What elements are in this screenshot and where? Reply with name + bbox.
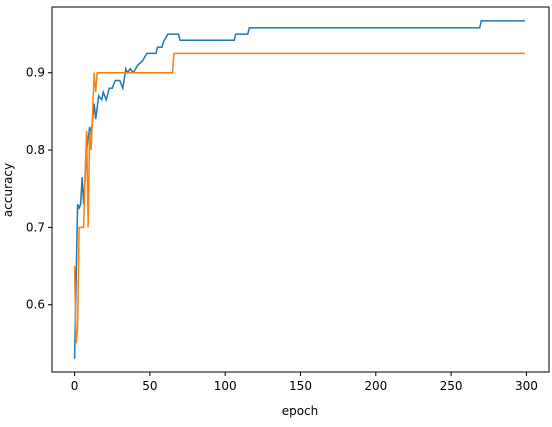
plot-frame <box>51 6 550 373</box>
y-axis-label: accuracy <box>1 163 15 217</box>
y-tick-label: 0.9 <box>26 66 45 80</box>
x-tick-label: 50 <box>142 379 157 393</box>
x-tick-label: 300 <box>515 379 538 393</box>
x-tick-label: 100 <box>214 379 237 393</box>
x-axis-label: epoch <box>282 404 319 418</box>
x-tick-label: 0 <box>71 379 79 393</box>
y-tick-label: 0.8 <box>26 143 45 157</box>
data-line <box>73 20 525 359</box>
y-tick-label: 0.7 <box>26 220 45 234</box>
x-tick-label: 250 <box>440 379 463 393</box>
x-tick-label: 200 <box>364 379 387 393</box>
y-tick-label: 0.6 <box>26 298 45 312</box>
x-tick-label: 150 <box>289 379 312 393</box>
data-line <box>73 52 525 344</box>
